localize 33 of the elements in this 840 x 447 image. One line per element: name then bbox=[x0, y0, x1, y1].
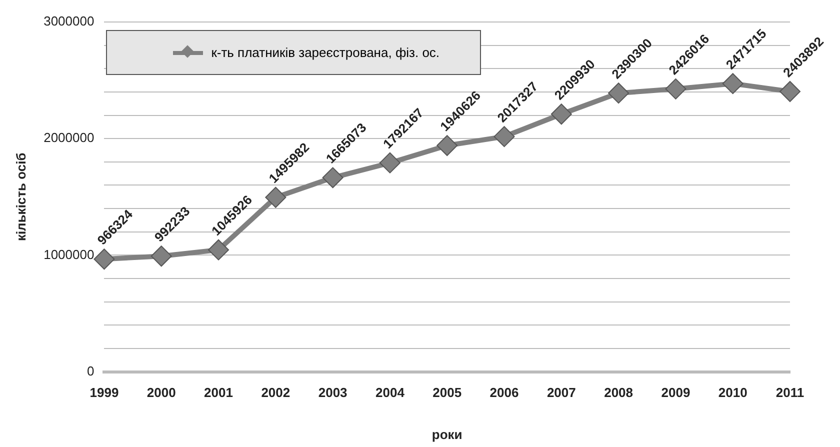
x-tick-label: 2003 bbox=[318, 385, 348, 400]
x-tick-label: 2010 bbox=[718, 385, 748, 400]
y-tick-label: 1000000 bbox=[44, 246, 94, 262]
point bbox=[322, 167, 344, 188]
x-tick-label: 1999 bbox=[90, 385, 119, 400]
x-tick-label: 2009 bbox=[661, 385, 690, 400]
x-tick-label: 2001 bbox=[204, 385, 233, 400]
point bbox=[665, 78, 686, 100]
x-tick-label: 2011 bbox=[776, 385, 804, 400]
point bbox=[94, 248, 115, 270]
x-tick-label: 2005 bbox=[432, 385, 462, 400]
point bbox=[379, 152, 400, 174]
point bbox=[608, 82, 630, 104]
legend-label: к-ть платників зареєстрована, фіз. ос. bbox=[211, 45, 440, 60]
x-tick-label: 2008 bbox=[604, 385, 634, 400]
y-tick-label: 3000000 bbox=[44, 14, 94, 29]
point bbox=[722, 73, 744, 94]
y-axis-title: кількість осіб bbox=[13, 152, 28, 242]
y-tick-label: 0 bbox=[86, 363, 94, 378]
point bbox=[550, 104, 572, 125]
x-tick-label: 2002 bbox=[261, 385, 290, 400]
x-tick-label: 2006 bbox=[490, 385, 519, 400]
point bbox=[494, 126, 515, 148]
point bbox=[436, 135, 458, 156]
point bbox=[780, 81, 800, 102]
point bbox=[265, 186, 286, 208]
x-tick-label: 2007 bbox=[546, 385, 576, 400]
y-tick-label: 2000000 bbox=[44, 130, 94, 146]
point bbox=[208, 239, 230, 260]
x-tick-label: 2000 bbox=[146, 385, 176, 400]
point bbox=[150, 246, 172, 267]
x-tick-label: 2004 bbox=[375, 385, 406, 400]
x-axis-title: роки bbox=[432, 426, 462, 442]
